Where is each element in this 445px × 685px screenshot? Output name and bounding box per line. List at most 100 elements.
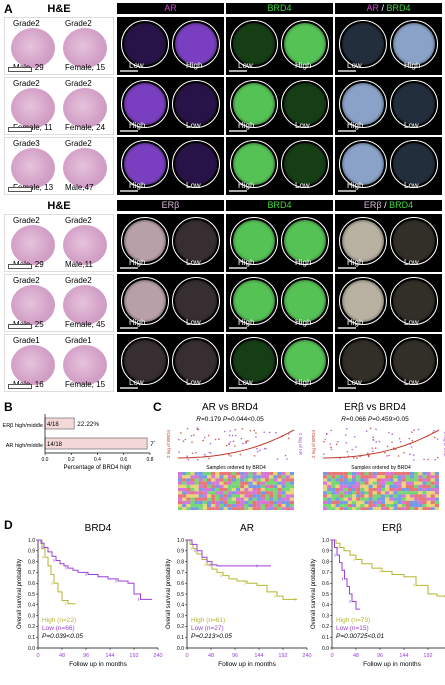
sample-point	[353, 435, 356, 438]
y-tick-label: 0.2	[322, 624, 329, 630]
y-tick-label: 0.8	[28, 559, 35, 565]
heat-cell	[335, 488, 340, 492]
scale-bar	[8, 264, 32, 269]
expression-label: Low	[404, 181, 419, 190]
heat-cell	[426, 484, 431, 488]
heat-cell	[405, 484, 410, 488]
sample-point	[433, 429, 435, 432]
heat-cell	[198, 478, 203, 482]
sample-point	[255, 436, 257, 438]
heat-cell	[277, 491, 282, 495]
tissue-core-circle	[281, 277, 329, 325]
sample-point	[394, 448, 397, 451]
heat-cell	[211, 475, 216, 479]
tissue-stain	[124, 23, 166, 65]
heat-cell	[339, 491, 344, 495]
heat-cell	[368, 504, 373, 508]
heat-cell	[385, 484, 390, 488]
heat-cell	[198, 475, 203, 479]
tissue-stain	[233, 23, 275, 65]
scale-bar	[8, 384, 32, 389]
sample-point	[253, 455, 256, 457]
sample-point	[192, 434, 195, 436]
sample-point	[372, 438, 374, 441]
fluorescence-panel-erb: Low Low	[117, 334, 224, 392]
sample-point	[355, 446, 357, 448]
sample-point	[399, 440, 402, 443]
heat-cell	[434, 491, 439, 495]
sample-point	[330, 448, 333, 451]
heat-cell	[260, 507, 265, 510]
heat-cell	[434, 497, 439, 501]
heat-cell	[364, 507, 369, 510]
heat-cell	[381, 504, 386, 508]
heat-cell	[285, 494, 290, 498]
patient-label: Female, 13	[13, 183, 54, 192]
y-tick-label: 0.0	[28, 646, 35, 652]
tissue-stain	[393, 280, 435, 322]
sample-point	[208, 457, 210, 460]
heat-cell	[397, 481, 402, 485]
heat-cell	[381, 488, 386, 492]
sample-point	[232, 440, 235, 443]
sample-point	[263, 447, 266, 450]
heat-cell	[215, 494, 220, 498]
heat-cell	[401, 494, 406, 498]
heat-cell	[339, 497, 344, 501]
heat-cell	[215, 484, 220, 488]
heat-cell	[281, 475, 286, 479]
heat-cell	[281, 497, 286, 501]
heat-cell	[376, 504, 381, 508]
he-tissue-core	[63, 28, 107, 68]
y-tick-label: 0.8	[322, 559, 329, 565]
heat-cell	[227, 475, 232, 479]
sample-point	[411, 439, 414, 442]
tissue-core-circle	[281, 80, 329, 128]
heat-cell	[194, 478, 199, 482]
heat-cell	[381, 484, 386, 488]
heat-cell	[277, 507, 282, 510]
sample-point	[375, 441, 378, 443]
fluorescence-panel-merge: High Low	[335, 137, 442, 195]
heat-cell	[410, 472, 415, 476]
heat-cell	[269, 494, 274, 498]
heat-cell	[244, 481, 249, 485]
sample-point	[365, 430, 368, 432]
grade-label: Grade2	[65, 19, 92, 28]
tissue-core-circle	[390, 20, 438, 68]
heat-cell	[269, 497, 274, 501]
x-tick-label: 192	[423, 653, 432, 659]
x-tick-label: 0.6	[120, 457, 127, 463]
heat-cell	[231, 472, 236, 476]
heat-cell	[418, 491, 423, 495]
fluorescence-panel-ar: Low High	[117, 17, 224, 75]
heat-cell	[273, 481, 278, 485]
heat-cell	[434, 475, 439, 479]
survival-curve	[332, 539, 360, 610]
sample-point	[417, 428, 420, 431]
heat-cell	[405, 475, 410, 479]
heat-cell	[385, 507, 390, 510]
heat-cell	[219, 472, 224, 476]
fluorescence-panel-brd4: High Low	[226, 137, 333, 195]
heat-cell	[372, 475, 377, 479]
x-tick-label: 0.2	[68, 457, 75, 463]
heat-cell	[236, 481, 241, 485]
sample-point	[324, 438, 327, 441]
tissue-core-circle	[390, 140, 438, 188]
x-axis-label: Follow up in months	[363, 661, 422, 668]
heat-cell	[352, 478, 357, 482]
heat-cell	[360, 484, 365, 488]
heat-cell	[215, 507, 220, 510]
p-value: P=0.213>0.05	[191, 633, 232, 640]
heat-cell	[397, 494, 402, 498]
heat-cell	[265, 497, 270, 501]
scale-bar	[120, 130, 138, 132]
heat-cell	[236, 494, 241, 498]
top-header-merge: AR / BRD4	[335, 3, 442, 14]
heat-cell	[219, 488, 224, 492]
heat-cell	[289, 481, 294, 485]
heat-cell	[356, 484, 361, 488]
heat-cell	[426, 494, 431, 498]
